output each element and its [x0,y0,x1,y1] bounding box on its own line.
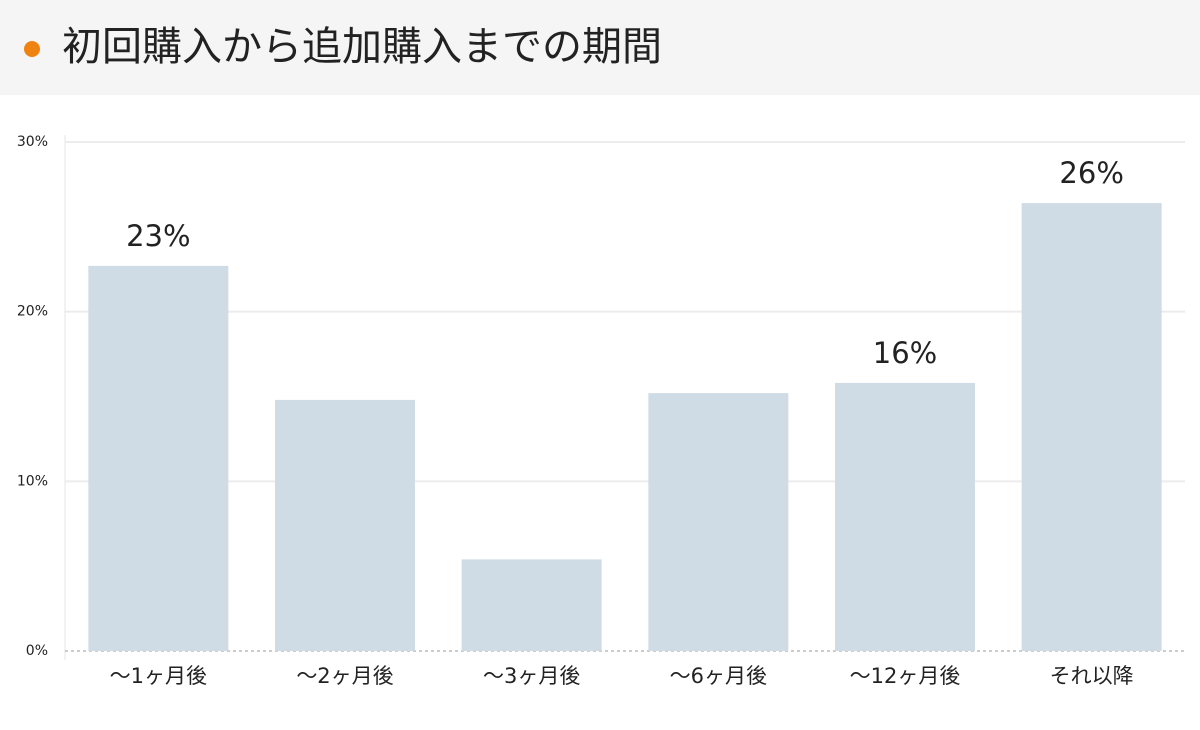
x-tick-label: 〜2ヶ月後 [296,664,393,688]
x-tick-label: 〜12ヶ月後 [850,664,961,688]
bar [275,399,415,651]
bar [835,382,975,651]
bar [648,393,789,651]
value-label: 16% [873,336,937,370]
header-band [0,0,1200,95]
x-tick-label: 〜3ヶ月後 [483,664,580,688]
value-label: 23% [126,219,190,253]
value-label: 26% [1059,156,1123,190]
bar [461,559,602,651]
x-tick-label: 〜6ヶ月後 [670,664,767,688]
y-tick-label: 30% [17,134,48,150]
y-tick-label: 20% [17,304,48,320]
x-tick-label: それ以降 [1050,664,1134,688]
title-bullet [24,41,40,57]
x-tick-label: 〜1ヶ月後 [110,664,207,688]
y-tick-label: 10% [17,473,48,489]
chart-title: 初回購入から追加購入までの期間 [62,24,662,70]
bar [88,265,229,651]
y-tick-label: 0% [26,643,48,659]
bar [1021,203,1162,651]
